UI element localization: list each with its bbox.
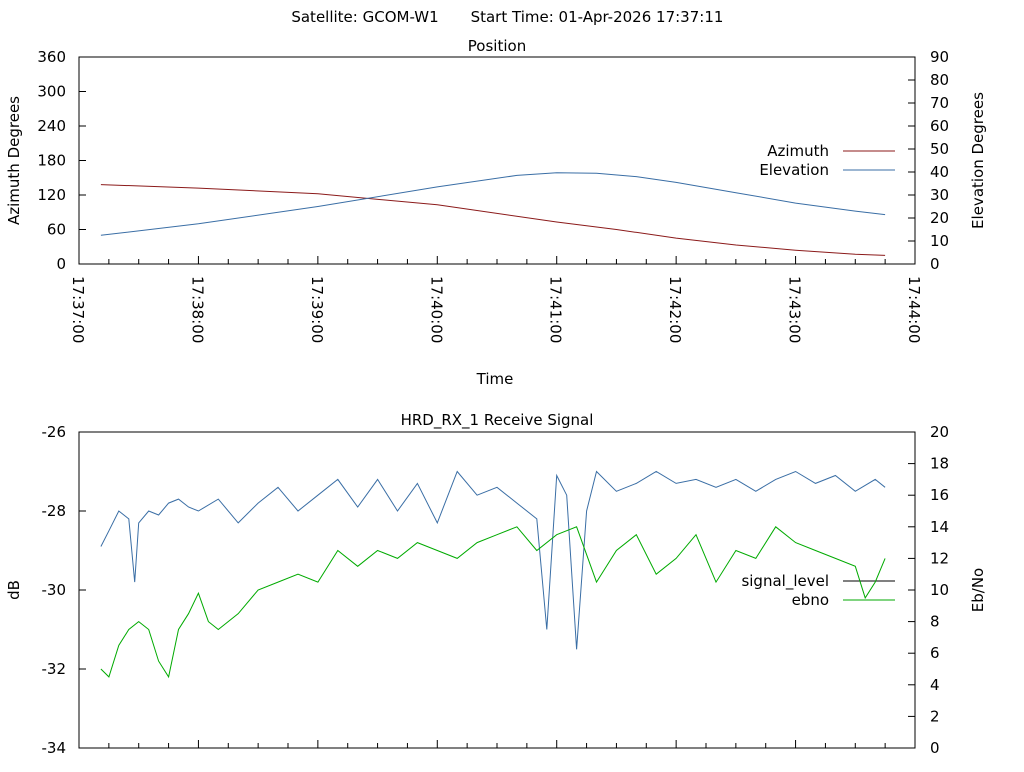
x-tick-label: 17:40:00 (427, 276, 445, 343)
x-axis-label: Time (476, 370, 514, 388)
x-tick-label: 17:44:00 (905, 276, 923, 343)
y-left-tick-label: -32 (42, 660, 67, 678)
plot-frame (78, 431, 916, 749)
legend-label-signal_level: signal_level (741, 572, 829, 591)
legend-label-Azimuth: Azimuth (767, 142, 829, 160)
x-tick-label: 17:38:00 (188, 276, 206, 343)
y-right-label: Eb/No (969, 568, 987, 612)
y-right-tick-label: 20 (930, 209, 949, 227)
legend-label-ebno: ebno (792, 591, 829, 609)
chart-title: HRD_RX_1 Receive Signal (401, 411, 594, 430)
series-line-Elevation (100, 172, 886, 236)
y-left-tick-label: 180 (37, 152, 66, 170)
x-tick-label: 17:41:00 (547, 276, 565, 343)
y-right-tick-label: 4 (930, 676, 940, 694)
y-right-tick-label: 0 (930, 739, 940, 757)
chart-title: Position (468, 37, 526, 55)
y-right-tick-label: 0 (930, 255, 940, 273)
satellite-label: Satellite: GCOM-W1 (291, 8, 438, 26)
y-right-tick-label: 70 (930, 94, 949, 112)
y-left-tick-label: 0 (56, 255, 66, 273)
x-tick-label: 17:42:00 (666, 276, 684, 343)
y-right-tick-label: 90 (930, 48, 949, 66)
y-left-tick-label: 360 (37, 48, 66, 66)
y-right-tick-label: 40 (930, 163, 949, 181)
chart-receive-signal: HRD_RX_1 Receive Signal -34 -32 -30 -28 -26 0 2… (5, 411, 987, 757)
y-left-label: Azimuth Degrees (5, 96, 23, 225)
y-left-tick-label: -28 (42, 502, 67, 520)
x-tick-label: 17:37:00 (69, 276, 87, 343)
start-time-label: Start Time: 01-Apr-2026 17:37:11 (471, 8, 724, 26)
y-right-tick-label: 16 (930, 486, 949, 504)
y-right-tick-label: 12 (930, 549, 949, 567)
y-right-tick-label: 10 (930, 232, 949, 250)
y-left-tick-label: -30 (42, 581, 67, 599)
legend-label-Elevation: Elevation (759, 161, 829, 179)
y-right-tick-label: 2 (930, 707, 940, 725)
chart-position: Position 0 60 120 180 240 300 360 0 10 20 30 40 50 60 7… (5, 37, 987, 388)
y-right-tick-label: 20 (930, 423, 949, 441)
y-left-label: dB (5, 580, 23, 600)
y-right-tick-label: 18 (930, 455, 949, 473)
y-right-tick-label: 50 (930, 140, 949, 158)
y-right-tick-label: 10 (930, 581, 949, 599)
y-right-tick-label: 60 (930, 117, 949, 135)
y-right-tick-label: 14 (930, 518, 949, 536)
y-right-tick-label: 8 (930, 613, 940, 631)
y-left-tick-label: -34 (42, 739, 67, 757)
y-right-tick-label: 80 (930, 71, 949, 89)
x-tick-label: 17:43:00 (786, 276, 804, 343)
plots-group: Position06012018024030036001020304050607… (5, 37, 987, 757)
y-right-tick-label: 30 (930, 186, 949, 204)
y-right-label: Elevation Degrees (969, 92, 987, 229)
series-line-ebno (100, 526, 886, 679)
y-left-tick-label: 240 (37, 117, 66, 135)
x-tick-label: 17:39:00 (308, 276, 326, 343)
series-line-signal_level (100, 470, 886, 650)
y-left-tick-label: 120 (37, 186, 66, 204)
y-left-tick-label: 60 (47, 221, 66, 239)
y-left-tick-label: -26 (42, 423, 67, 441)
y-left-tick-label: 300 (37, 83, 66, 101)
series-line-Azimuth (100, 184, 886, 256)
y-right-tick-label: 6 (930, 644, 940, 662)
